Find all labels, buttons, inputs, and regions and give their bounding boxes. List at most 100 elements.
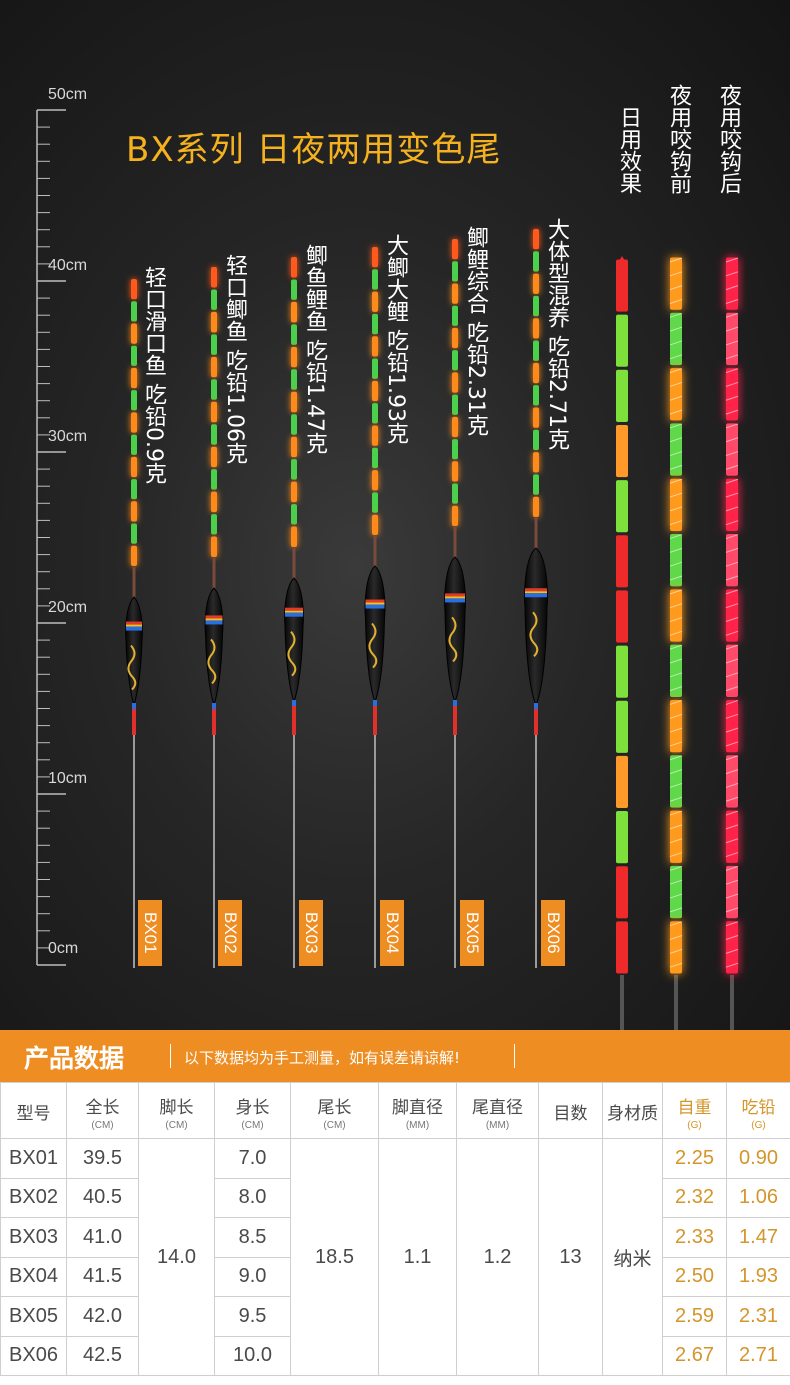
- float-2-tail-segment: [211, 401, 217, 423]
- float-6-tail-segment: [533, 429, 539, 451]
- tail-3-stripe: [725, 340, 739, 346]
- float-2-tail-segment: [211, 491, 217, 513]
- tail-2-stripe: [669, 575, 683, 581]
- tail-2-stripe: [669, 796, 683, 802]
- float-5-leg-red: [453, 706, 457, 735]
- tail-3-stripe: [725, 741, 739, 747]
- float-2-tail-segment: [211, 469, 217, 490]
- cell-lead: 1.47: [726, 1217, 790, 1258]
- float-2-tail-segment: [211, 536, 217, 557]
- float-3-tail-segment: [291, 414, 297, 435]
- tail-2-stripe: [669, 561, 683, 567]
- float-5-tail-segment: [452, 305, 458, 326]
- cell-body: 8.5: [214, 1217, 291, 1258]
- cell-model: BX02: [0, 1177, 67, 1218]
- tail-3-stripe: [725, 935, 739, 940]
- tail-3-stripe: [725, 464, 739, 470]
- tail-3-stripe: [725, 520, 739, 526]
- float-6-tail-segment: [533, 452, 539, 473]
- float-1-tail-segment: [131, 456, 137, 478]
- float-6-tail-segment: [533, 318, 539, 339]
- tail-3-stripe: [725, 672, 739, 678]
- tail-2-stripe: [669, 478, 683, 484]
- tail-2-stripe: [669, 755, 683, 761]
- cell-foot-length: 14.0: [138, 1138, 215, 1376]
- tail-2-stripe: [669, 699, 683, 705]
- float-2-tail-segment: [211, 379, 217, 400]
- tail-2-stripe: [669, 852, 683, 858]
- float-3-tail-segment: [291, 346, 297, 368]
- float-5-tail-segment: [452, 261, 458, 282]
- tail-2-stripe: [669, 644, 683, 650]
- product-showcase: 50cm 40cm 30cm 20cm 10cm 0cm BX系列 日夜两用变色…: [0, 0, 790, 1030]
- tail-3-stripe: [725, 381, 739, 387]
- float-1-leg-blue: [132, 703, 136, 709]
- float-1-emblem: [127, 644, 137, 691]
- tail-2-stripe: [669, 520, 683, 526]
- tail-2-stripe: [669, 893, 683, 899]
- cell-model: BX01: [0, 1138, 67, 1179]
- tail-2-stripe: [669, 727, 683, 733]
- float-4-tail-segment: [372, 313, 378, 335]
- float-6-tail-segment: [533, 385, 539, 406]
- float-2-band-blue: [205, 620, 223, 625]
- cell-lead: 0.90: [726, 1138, 790, 1179]
- tail-2-stripe: [669, 312, 683, 318]
- float-2-tail-segment: [211, 514, 217, 535]
- cell-weight: 2.59: [662, 1296, 727, 1337]
- tail-3-segment: [726, 423, 738, 476]
- float-6-body: [524, 547, 548, 707]
- cell-total: 42.0: [66, 1296, 139, 1337]
- float-5-tail-segment: [452, 327, 458, 349]
- float-5-tail-segment: [452, 439, 458, 460]
- cell-model: BX04: [0, 1256, 67, 1297]
- float-4-tail-segment: [372, 358, 378, 379]
- tail-2-stripe: [669, 368, 683, 374]
- float-4-tail-segment: [372, 291, 378, 312]
- float-4-emblem: [368, 622, 378, 669]
- tail-2-stripe: [669, 672, 683, 678]
- float-2-emblem: [207, 638, 217, 685]
- tail-3-segment: [726, 644, 738, 697]
- tail-2-stripe: [669, 534, 683, 540]
- tail-1-segment: [616, 811, 628, 864]
- float-desc-bx05: 鲫鲤综合 吃铅2.31克: [463, 226, 488, 436]
- header-tail-length: 尾长 (CM): [290, 1082, 379, 1139]
- float-6-tail-segment: [533, 251, 539, 272]
- float-3-tail-segment: [291, 436, 297, 458]
- cell-body: 10.0: [214, 1335, 291, 1376]
- tail-1-segment: [616, 755, 628, 809]
- float-6-tail-segment: [533, 407, 539, 428]
- float-6-emblem: [529, 611, 539, 657]
- tail-3-stripe: [725, 907, 739, 913]
- float-4-leg-red: [373, 706, 377, 735]
- tail-3-segment: [726, 755, 738, 808]
- tail-3-stripe: [725, 257, 739, 263]
- tail-2-segment: [670, 755, 682, 808]
- tail-3-stripe: [725, 852, 739, 858]
- float-2-leg-red: [212, 709, 216, 735]
- tail-1-segment: [616, 314, 628, 367]
- header-self-weight: 自重 (G): [662, 1082, 727, 1139]
- tail-3-segment: [726, 589, 738, 642]
- tail-3-stripe: [725, 879, 739, 885]
- float-desc-bx03: 鲫鱼鲤鱼 吃铅1.47克: [302, 244, 327, 454]
- float-3-tail-segment: [291, 324, 297, 345]
- tail-3-stripe: [725, 630, 739, 636]
- tail-2-segment: [670, 921, 682, 974]
- cell-body: 8.0: [214, 1177, 291, 1218]
- tail-2-segment: [670, 478, 682, 532]
- series-title: BX系列 日夜两用变色尾: [126, 130, 502, 170]
- cell-marks: 13: [538, 1138, 603, 1376]
- cell-weight: 2.25: [662, 1138, 727, 1179]
- tail-3-stripe: [725, 437, 739, 443]
- float-3-emblem: [287, 631, 297, 677]
- tail-2-stripe: [669, 395, 683, 401]
- float-1-leg-red: [132, 709, 136, 735]
- tail-2-stripe: [669, 948, 683, 954]
- tail-2-segment: [670, 699, 682, 753]
- tail-3-stripe: [725, 810, 739, 816]
- cell-weight: 2.32: [662, 1177, 727, 1218]
- tail-2-stripe: [669, 299, 683, 304]
- tail-3-stripe: [725, 699, 739, 705]
